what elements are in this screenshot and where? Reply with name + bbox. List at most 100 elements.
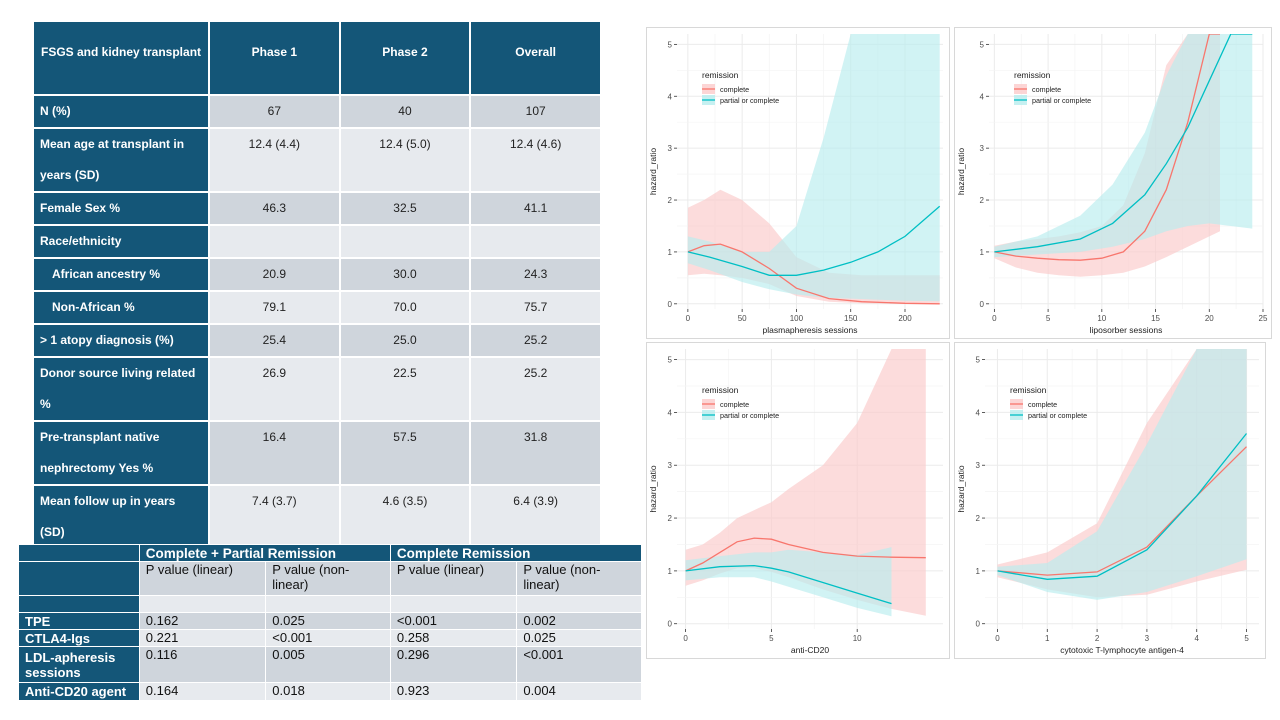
pvalue-table: Complete + Partial Remission Complete Re… — [18, 544, 643, 701]
cell-value: 25.2 — [469, 356, 602, 422]
col-header-phase2: Phase 2 — [338, 20, 472, 96]
cell-value: 40 — [338, 94, 472, 129]
cell-value: 25.4 — [208, 323, 341, 358]
demographics-row: Mean age at transplant in years (SD) 12.4… — [32, 127, 602, 193]
legend-entry: partial or complete — [720, 96, 779, 105]
legend-title: remission — [1014, 70, 1051, 80]
row-label: > 1 atopy diagnosis (%) — [32, 323, 210, 358]
chart-ctla4: 0 1 2 3 4 5 0 1 2 3 4 5 cytotoxic T-lymphocyte antig… — [956, 349, 1259, 655]
y-tick-label: 4 — [980, 92, 985, 101]
x-tick-label: 1 — [1045, 634, 1050, 643]
pvalue-cell: 0.162 — [138, 612, 267, 630]
x-tick-label: 4 — [1195, 634, 1200, 643]
cell-value: 32.5 — [338, 191, 472, 226]
demographics-row: Non-African % 79.1 70.0 75.7 — [32, 290, 602, 325]
chart-plasmapheresis: 0 50 100 150 200 0 1 2 3 4 5 plasmapheresis session… — [648, 34, 943, 335]
pvalue-body: P value (linear) P value (non-linear) P va… — [18, 561, 642, 701]
legend-entry: complete — [720, 85, 749, 94]
demographics-row: Race/ethnicity — [32, 224, 602, 259]
pvalue-cell: 0.296 — [389, 646, 518, 683]
pvalue-cell: 0.002 — [516, 612, 642, 630]
demographics-row: Donor source living related % 26.9 22.5 25.… — [32, 356, 602, 422]
pvalue-cell: 0.005 — [265, 646, 391, 683]
legend: remission complete partial or complete — [702, 385, 779, 420]
pvalue-spacer-cell — [138, 595, 267, 613]
row-label: Donor source living related % — [32, 356, 210, 422]
y-tick-label: 0 — [668, 300, 673, 309]
confidence-band-complete — [685, 349, 926, 616]
pvalue-spacer-label — [18, 595, 140, 613]
pvalue-row-label: CTLA4-Igs — [18, 629, 140, 647]
legend-title: remission — [702, 385, 739, 395]
pvalue-cell: <0.001 — [265, 629, 391, 647]
pvalue-row: CTLA4-Igs 0.221 <0.001 0.258 0.025 — [18, 629, 642, 647]
demographics-table: FSGS and kidney transplant Phase 1 Phase… — [32, 20, 602, 614]
plot-area — [687, 34, 941, 305]
x-tick-label: 20 — [1205, 314, 1214, 323]
y-axis-label: hazard_ratio — [956, 465, 966, 513]
cell-value: 41.1 — [469, 191, 602, 226]
chart-plasmapheresis-panel: 0 50 100 150 200 0 1 2 3 4 5 plasmapheresis session… — [646, 27, 950, 339]
cell-value: 75.7 — [469, 290, 602, 325]
legend-entry: partial or complete — [1028, 411, 1087, 420]
series-line-complete — [685, 537, 926, 572]
demographics-row: Mean follow up in years (SD) 7.4 (3.7) 4.6… — [32, 484, 602, 550]
x-tick-label: 10 — [1097, 314, 1106, 323]
cell-value: 107 — [469, 94, 602, 129]
group-header-complete: Complete Remission — [389, 544, 643, 562]
chart-liposorber-panel: 0 5 10 15 20 25 0 1 2 3 4 5 liposorber sessions hazar… — [954, 27, 1272, 339]
x-tick-label: 150 — [844, 314, 858, 323]
cell-value: 20.9 — [208, 257, 341, 292]
legend-entry: partial or complete — [1032, 96, 1091, 105]
y-tick-label: 4 — [668, 92, 673, 101]
cell-value: 67 — [208, 94, 341, 129]
cell-value: 79.1 — [208, 290, 341, 325]
demographics-row: N (%) 67 40 107 — [32, 94, 602, 129]
x-tick-label: 0 — [992, 314, 997, 323]
pvalue-spacer-cell — [516, 595, 642, 613]
legend: remission complete partial or complete — [1014, 70, 1091, 105]
pvalue-cell: 0.018 — [265, 682, 391, 701]
row-label: African ancestry % — [32, 257, 210, 292]
x-tick-label: 3 — [1145, 634, 1150, 643]
x-tick-label: 5 — [769, 634, 774, 643]
cell-value: 57.5 — [338, 420, 472, 486]
cell-value — [208, 224, 341, 259]
y-tick-label: 3 — [668, 461, 673, 470]
pvalue-row: LDL-apheresis sessions 0.116 0.005 0.296 <0.… — [18, 646, 642, 683]
col-header-group: FSGS and kidney transplant — [32, 20, 210, 96]
demographics-header-row: FSGS and kidney transplant Phase 1 Phase… — [32, 20, 602, 96]
chart-ctla4-panel: 0 1 2 3 4 5 0 1 2 3 4 5 cytotoxic T-lymphocyte antig… — [954, 342, 1266, 659]
series-line-partial — [687, 205, 941, 276]
cell-value: 12.4 (4.4) — [208, 127, 341, 193]
demographics-row: Female Sex % 46.3 32.5 41.1 — [32, 191, 602, 226]
y-tick-label: 5 — [668, 40, 673, 49]
x-tick-label: 10 — [853, 634, 862, 643]
cell-value: 26.9 — [208, 356, 341, 422]
x-tick-label: 25 — [1259, 314, 1268, 323]
demographics-row: > 1 atopy diagnosis (%) 25.4 25.0 25.2 — [32, 323, 602, 358]
demographics-body: N (%) 67 40 107 Mean age at transplant in ye… — [32, 94, 602, 614]
pvalue-cell: 0.116 — [138, 646, 267, 683]
pvalue-cell: <0.001 — [389, 612, 518, 630]
y-tick-label: 0 — [668, 620, 673, 629]
y-tick-label: 5 — [668, 356, 673, 365]
y-tick-label: 3 — [976, 461, 981, 470]
row-label: Mean age at transplant in years (SD) — [32, 127, 210, 193]
cell-value: 16.4 — [208, 420, 341, 486]
plot-area — [997, 349, 1248, 600]
cell-value: 30.0 — [338, 257, 472, 292]
pvalue-cell: 0.025 — [516, 629, 642, 647]
y-tick-label: 0 — [976, 620, 981, 629]
y-tick-label: 1 — [980, 248, 985, 257]
pvalue-cell: 0.004 — [516, 682, 642, 701]
cell-value: 22.5 — [338, 356, 472, 422]
confidence-band-partial — [994, 34, 1253, 258]
x-axis-label: liposorber sessions — [1090, 325, 1163, 335]
x-tick-label: 100 — [790, 314, 804, 323]
row-label: Race/ethnicity — [32, 224, 210, 259]
series-line-complete — [994, 34, 1220, 261]
cell-value: 25.0 — [338, 323, 472, 358]
cell-value: 4.6 (3.5) — [338, 484, 472, 550]
y-tick-label: 2 — [668, 514, 673, 523]
